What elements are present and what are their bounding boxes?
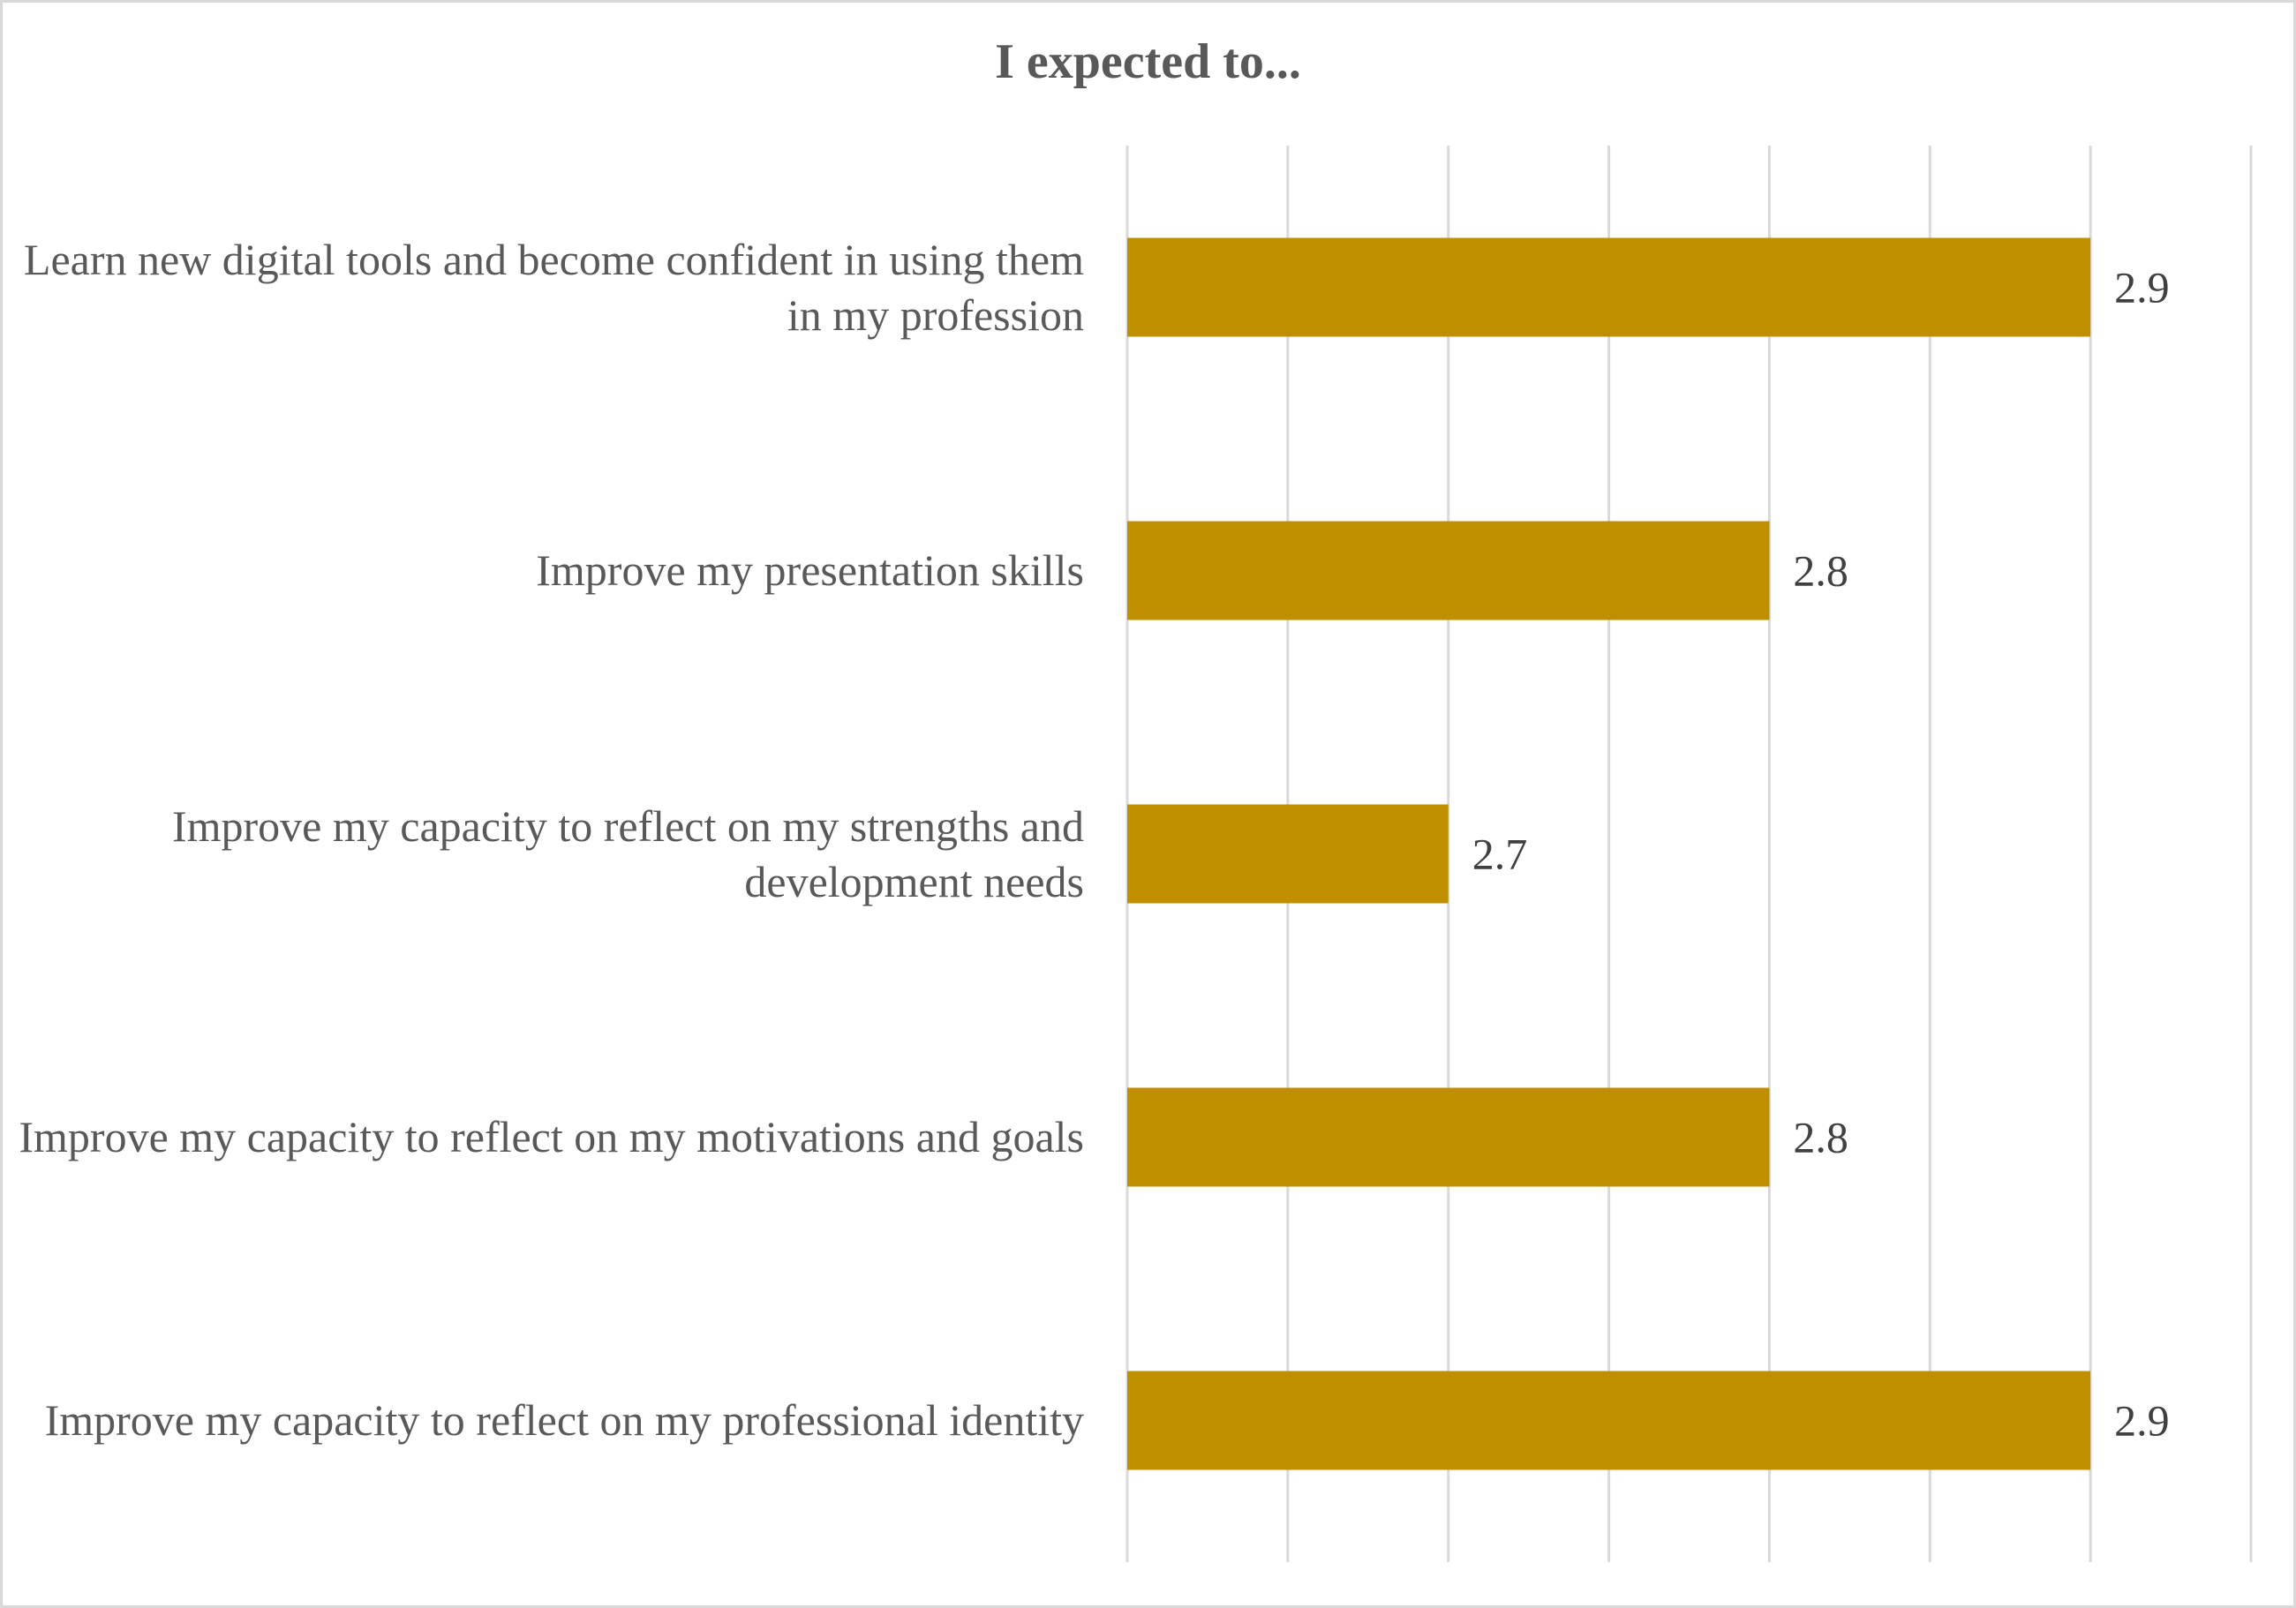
data-label: 2.7 [1472,830,1528,879]
bar [1127,521,1770,620]
bar [1127,1087,1770,1187]
category-label: Improve my capacity to reflect on my mot… [19,1112,1084,1161]
category-label: Improve my capacity to reflect on my str… [171,800,1084,906]
data-label: 2.9 [2114,1396,2170,1446]
category-label: Improve my capacity to reflect on my pro… [44,1395,1084,1445]
bar [1127,1371,2091,1470]
chart-title: I expected to... [995,34,1301,89]
data-label: 2.8 [1793,546,1848,596]
bar [1127,237,2091,337]
bar [1127,804,1449,904]
category-label: Learn new digital tools and become confi… [23,234,1084,340]
data-label: 2.9 [2114,263,2170,312]
category-label: Improve my presentation skills [536,545,1084,595]
data-label: 2.8 [1793,1113,1848,1162]
